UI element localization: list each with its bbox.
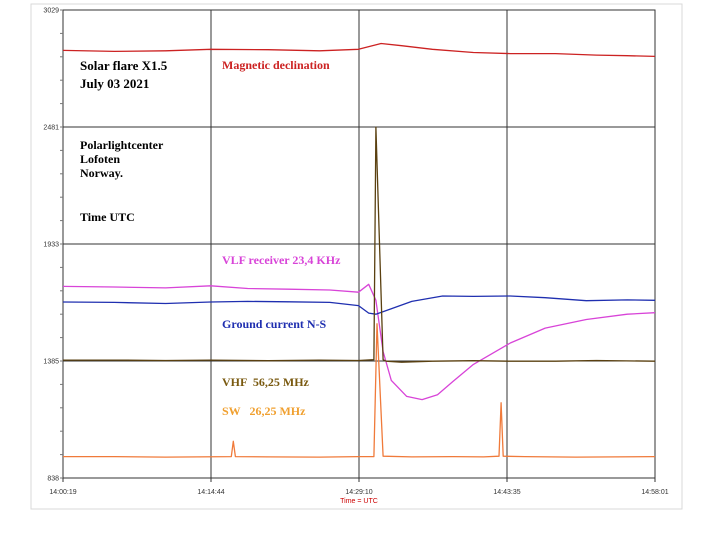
time-note: Time UTC: [80, 210, 135, 224]
chart-subtitle: July 03 2021: [80, 76, 149, 91]
series-label-sw: SW 26,25 MHz: [222, 404, 306, 418]
series-label-magnetic: Magnetic declination: [222, 58, 330, 72]
y-tick-label: 3029: [43, 8, 59, 15]
x-tick-label: 14:00:19: [49, 489, 76, 496]
x-tick-label: 14:29:10: [345, 489, 372, 496]
y-tick-label: 1385: [43, 359, 59, 366]
series-layer: [62, 42, 656, 458]
chart-title: Solar flare X1.5: [80, 58, 168, 73]
x-tick-label: 14:14:44: [197, 489, 224, 496]
org-line-3: Norway.: [80, 166, 123, 180]
y-tick-label: 2481: [43, 125, 59, 132]
figure-frame: [30, 3, 683, 510]
x-axis: 14:00:19 14:14:44 14:29:10 14:43:35 14:58:01: [49, 478, 669, 496]
vlf-receiver-line: [62, 283, 656, 401]
org-line-1: Polarlightcenter: [80, 138, 164, 152]
org-line-2: Lofoten: [80, 152, 120, 166]
ground-current-line: [62, 295, 656, 315]
series-label-vhf: VHF 56,25 MHz: [222, 375, 310, 389]
series-label-vlf: VLF receiver 23,4 KHz: [222, 253, 341, 267]
x-tick-label: 14:43:35: [493, 489, 520, 496]
y-axis: 3029 2481 1933 1385 838: [43, 8, 59, 483]
series-label-ground: Ground current N-S: [222, 317, 327, 331]
magnetic-declination-line: [62, 42, 656, 58]
x-axis-label: Time = UTC: [340, 498, 378, 505]
x-tick-label: 14:58:01: [641, 489, 668, 496]
sw-line: [63, 323, 656, 458]
vhf-line: [63, 126, 656, 363]
y-tick-label: 1933: [43, 242, 59, 249]
y-tick-label: 838: [47, 476, 59, 483]
